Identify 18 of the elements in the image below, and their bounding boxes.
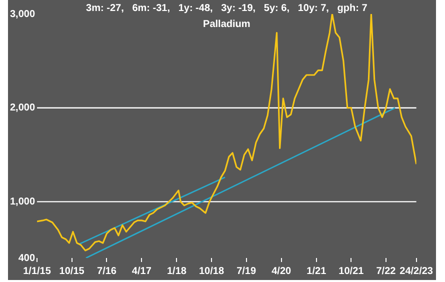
x-tick-label: 10/21 xyxy=(338,266,364,277)
x-tick-label: 7/22 xyxy=(376,266,396,277)
x-tick-label: 10/15 xyxy=(59,266,85,277)
x-tick-label: 4/17 xyxy=(132,266,152,277)
y-tick-label: 1,000 xyxy=(10,196,36,208)
y-tick-label: 400 xyxy=(18,252,36,264)
x-tick-label: 24/2/23 xyxy=(400,266,434,277)
x-tick-label: 1/18 xyxy=(166,266,187,277)
x-tick-label: 1/1/15 xyxy=(23,266,52,277)
x-tick-label: 7/16 xyxy=(97,266,117,277)
x-tick-label: 7/19 xyxy=(236,266,256,277)
text: Palladium xyxy=(203,18,250,30)
x-tick-label: 10/18 xyxy=(198,266,224,277)
x-tick-label: 1/21 xyxy=(306,266,327,277)
y-tick-label: 3,000 xyxy=(10,8,36,20)
y-tick-label: 2,000 xyxy=(10,102,36,114)
chart-subtitle: 3m: -27, 6m: -31, 1y: -48, 3y: -19, 5y: 6, 10y: 7, gph: 7 xyxy=(86,2,368,14)
x-tick-label: 4/20 xyxy=(272,266,292,277)
